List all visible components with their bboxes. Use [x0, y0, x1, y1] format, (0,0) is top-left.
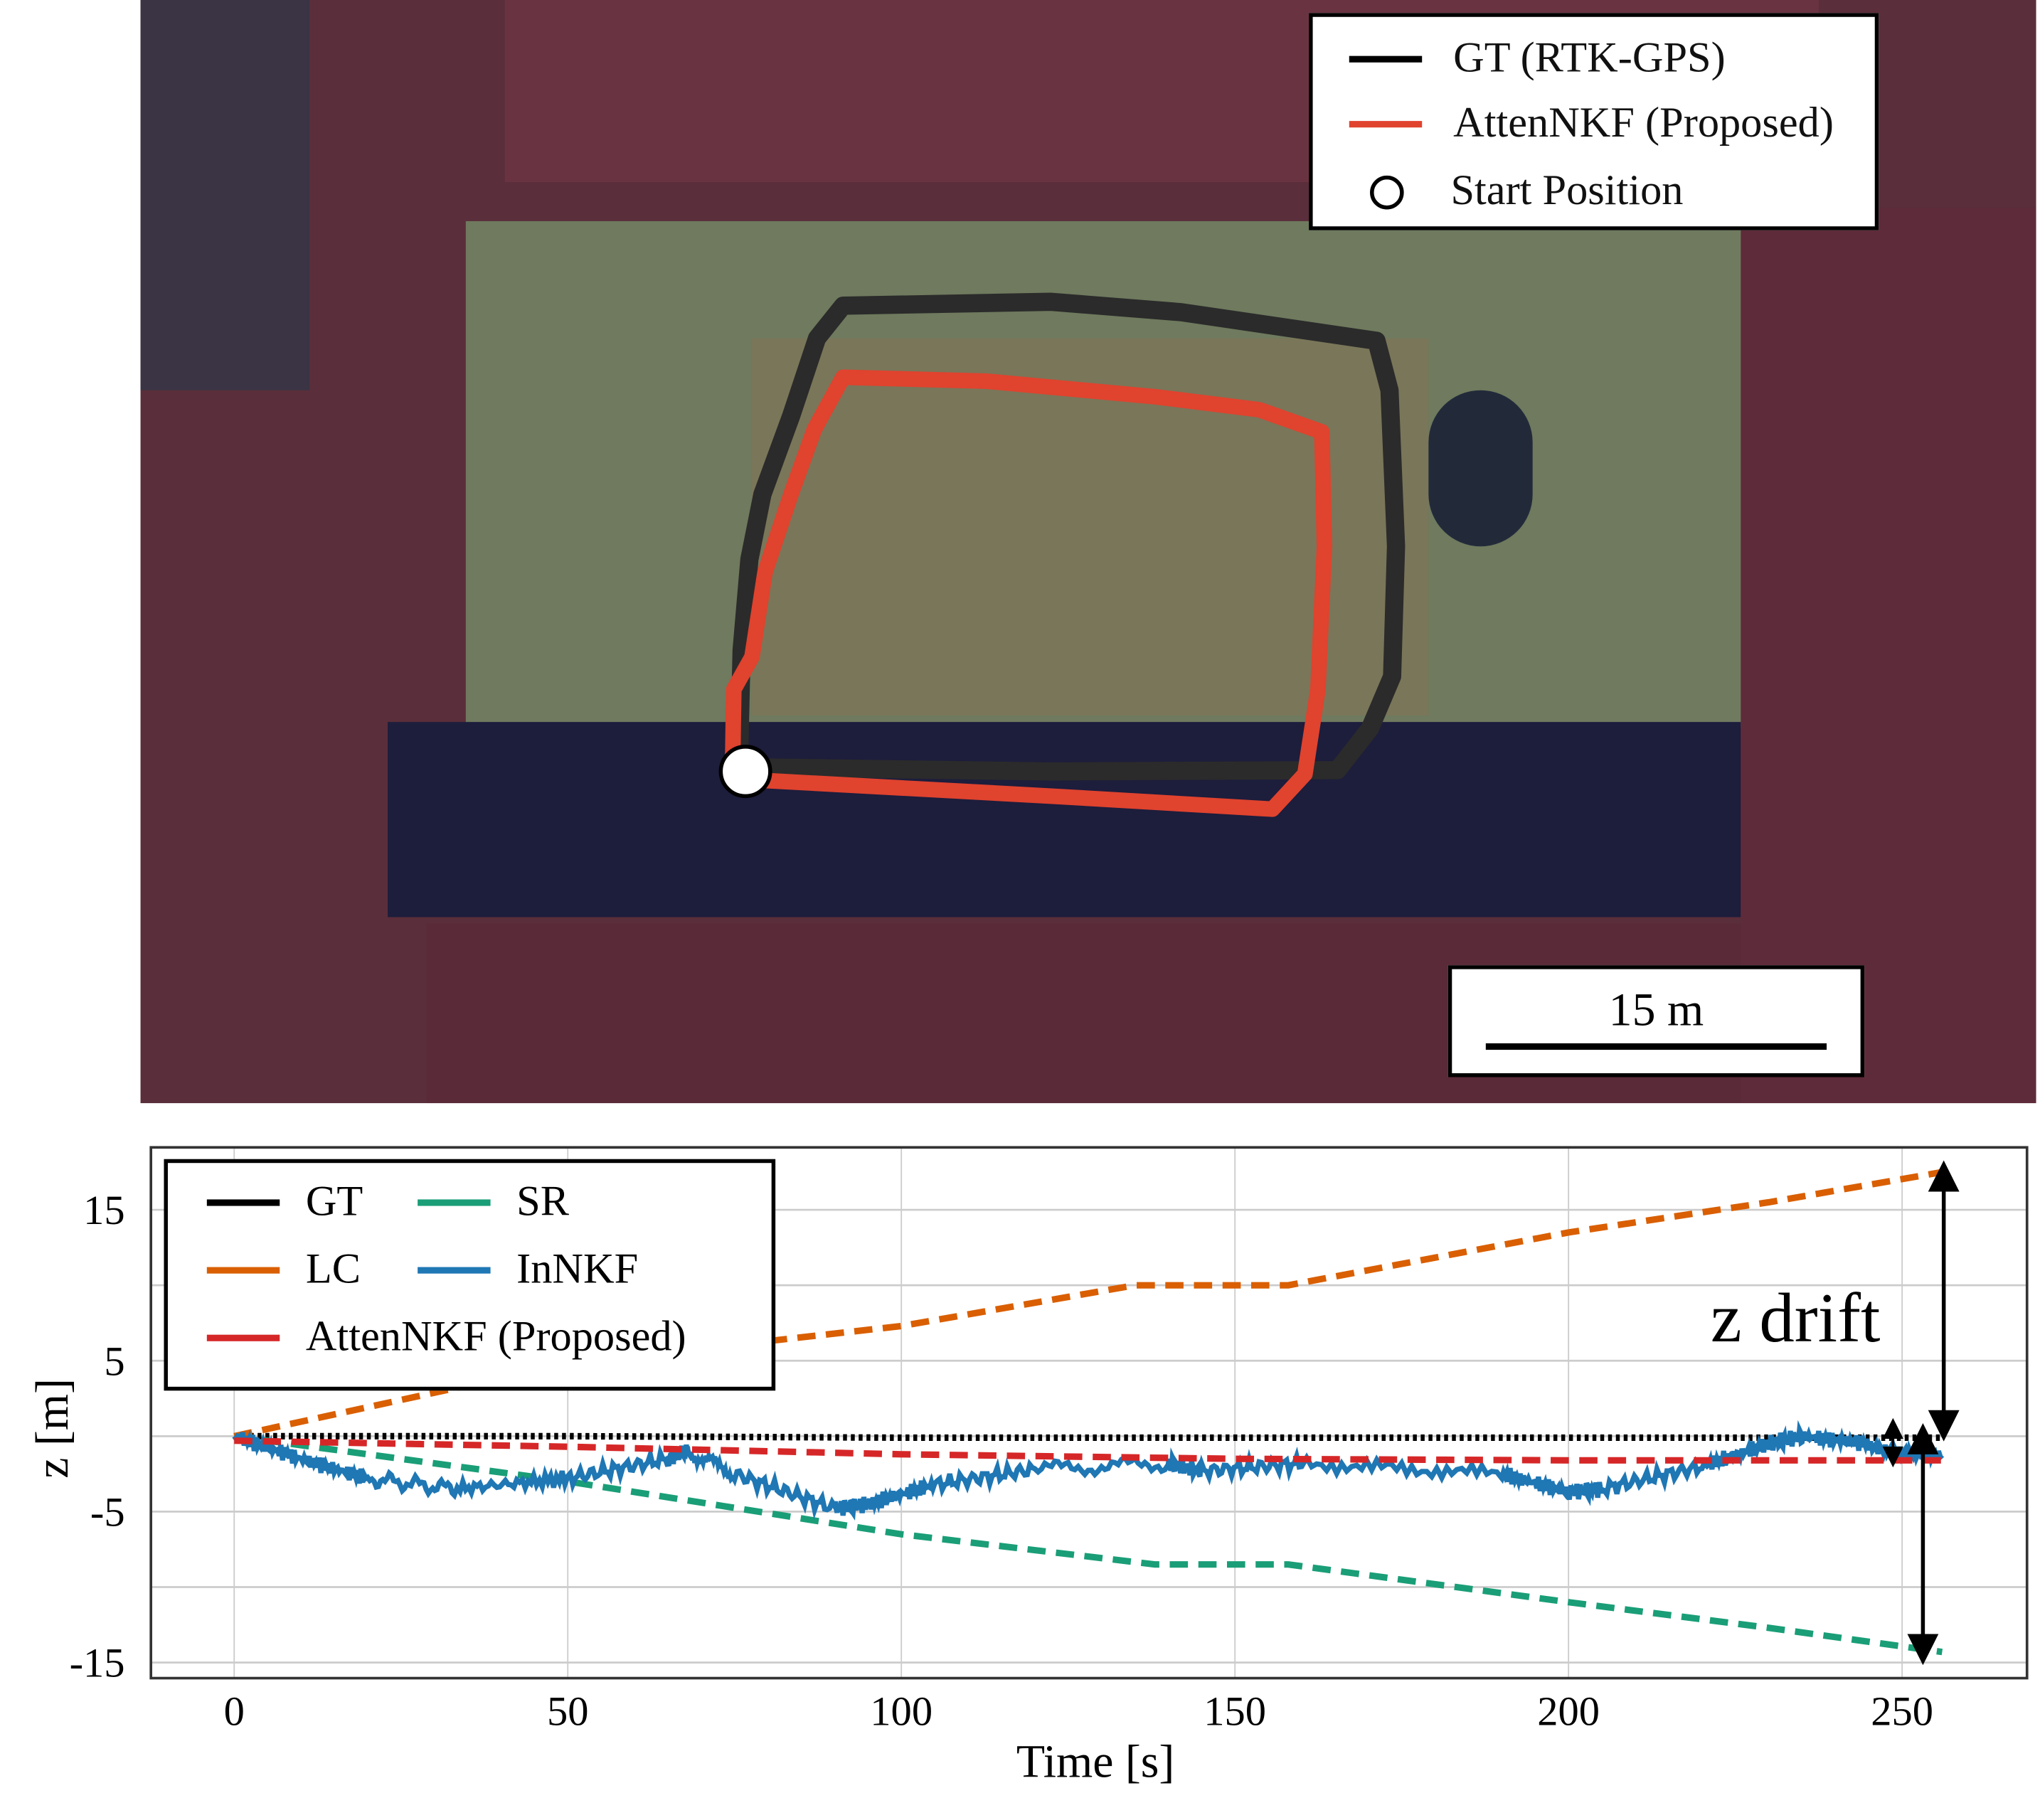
line-swatch: [1349, 121, 1423, 128]
tree: [1428, 390, 1533, 547]
x-tick-label: 250: [1871, 1688, 1933, 1734]
x-tick-label: 50: [547, 1688, 589, 1734]
line-swatch: [418, 1267, 491, 1274]
x-axis-label: Time [s]: [1016, 1736, 1175, 1788]
attennkf-trajectory: [724, 369, 1332, 817]
legend-item-lc: LC: [206, 1246, 361, 1294]
roof: [1741, 208, 2036, 1104]
line-swatch: [206, 1199, 280, 1206]
legend-item-gt: GT: [206, 1178, 363, 1227]
legend-item-attennkf: AttenNKF (Proposed): [206, 1314, 686, 1362]
legend-label: LC: [305, 1246, 361, 1294]
y-axis-label: z [m]: [26, 1378, 78, 1479]
y-tick-label: -15: [70, 1640, 125, 1686]
scale-bar: 15 m: [1447, 965, 1865, 1077]
legend-item-gt: GT (RTK-GPS): [1349, 35, 1726, 83]
start-position-marker: [718, 745, 772, 799]
z-plot: 0 50 100 150 200 250 15 5 -5 -15 z drift Time [s]…: [26, 1146, 2029, 1788]
x-tick-label: 100: [870, 1688, 933, 1734]
line-swatch: [206, 1267, 280, 1274]
x-tick-label: 150: [1204, 1688, 1266, 1734]
circle-icon: [1370, 175, 1404, 209]
line-swatch: [1349, 55, 1423, 63]
legend-label: AttenNKF (Proposed): [1453, 100, 1834, 147]
legend-item-innkf: InNKF: [418, 1246, 638, 1294]
y-tick-label: 15: [83, 1187, 125, 1233]
legend-item-attennkf: AttenNKF (Proposed): [1349, 100, 1834, 149]
legend-item-sr: SR: [418, 1178, 569, 1227]
gt-trajectory: [730, 292, 1406, 781]
legend-label: SR: [516, 1178, 570, 1226]
legend-label: InNKF: [516, 1246, 639, 1294]
x-tick-label: 200: [1537, 1688, 1600, 1734]
plot-legend: GT SR LC InNKF AttenNKF (Proposed): [164, 1159, 776, 1391]
trajectories: [718, 292, 1406, 817]
y-tick-label: 5: [104, 1338, 124, 1384]
series-innkf-line: [232, 1420, 1945, 1521]
shadow-area: [388, 722, 1741, 917]
line-swatch: [206, 1334, 280, 1341]
plot-frame: [149, 1146, 2029, 1680]
legend-label: GT: [305, 1178, 363, 1226]
map-legend: GT (RTK-GPS) AttenNKF (Proposed) Start P…: [1309, 13, 1879, 230]
legend-label: GT (RTK-GPS): [1453, 35, 1726, 83]
legend-label: AttenNKF (Proposed): [305, 1314, 686, 1361]
y-tick-label: -5: [90, 1489, 125, 1536]
building: [140, 0, 310, 390]
x-tick-label: 0: [224, 1688, 245, 1734]
legend-label: Start Position: [1450, 167, 1684, 215]
scale-line: [1485, 1043, 1827, 1050]
series-lc-line: [233, 1169, 1943, 1439]
scale-label: 15 m: [1608, 983, 1704, 1036]
z-drift-label: z drift: [1711, 1279, 1881, 1357]
series-attennkf-proposed-line: [234, 1437, 1943, 1464]
legend-item-start: Start Position: [1349, 167, 1684, 216]
line-swatch: [418, 1199, 491, 1206]
